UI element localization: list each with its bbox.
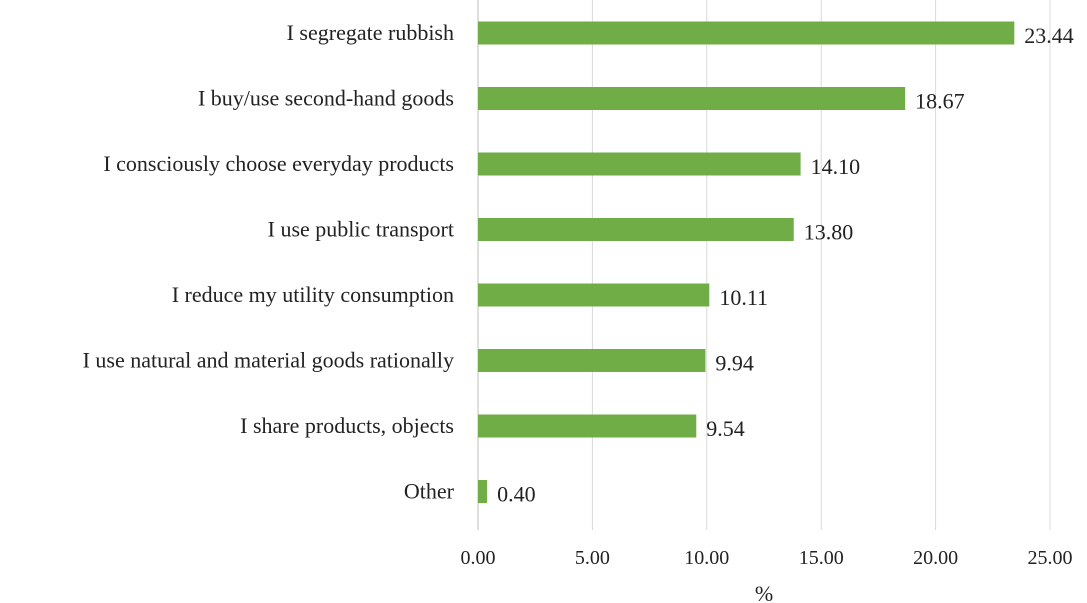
value-labels: 23.44 18.67 14.10 13.80 10.11 9.94 9.54 0.40 (497, 23, 1074, 507)
bar (478, 480, 488, 503)
category-label: I use public transport (268, 217, 454, 242)
x-tick-label: 5.00 (575, 547, 610, 569)
category-label: I use natural and material goods rationa… (83, 348, 454, 373)
x-tick-label: 20.00 (913, 547, 958, 569)
category-label: Other (404, 479, 455, 504)
data-label: 13.80 (804, 220, 854, 245)
gridlines (477, 0, 1051, 530)
bar (478, 414, 697, 438)
category-label: I share products, objects (240, 413, 454, 438)
x-axis-tick-labels: 0.00 5.00 10.00 15.00 20.00 25.00 (461, 547, 1073, 569)
bar (478, 283, 710, 307)
category-label: I segregate rubbish (287, 20, 454, 45)
data-label: 9.54 (706, 416, 745, 441)
x-axis-title: % (755, 581, 773, 603)
bar (478, 349, 706, 372)
data-label: 14.10 (811, 154, 861, 179)
bar (478, 218, 794, 241)
category-labels: I segregate rubbish I buy/use second-hand… (83, 20, 455, 504)
data-label: 18.67 (915, 89, 965, 114)
bars (478, 21, 1015, 503)
x-tick-label: 25.00 (1028, 547, 1073, 569)
bar (478, 87, 906, 110)
x-tick-label: 10.00 (684, 547, 729, 569)
x-tick-label: 0.00 (461, 547, 496, 569)
category-label: I reduce my utility consumption (172, 282, 454, 307)
data-label: 0.40 (497, 482, 535, 507)
data-label: 9.94 (715, 351, 754, 376)
data-label: 10.11 (719, 285, 768, 310)
bar (478, 152, 801, 176)
x-tick-label: 15.00 (799, 547, 844, 569)
category-label: I consciously choose everyday products (103, 151, 454, 176)
category-label: I buy/use second-hand goods (198, 86, 454, 111)
data-label: 23.44 (1024, 23, 1074, 48)
bar (478, 21, 1015, 45)
